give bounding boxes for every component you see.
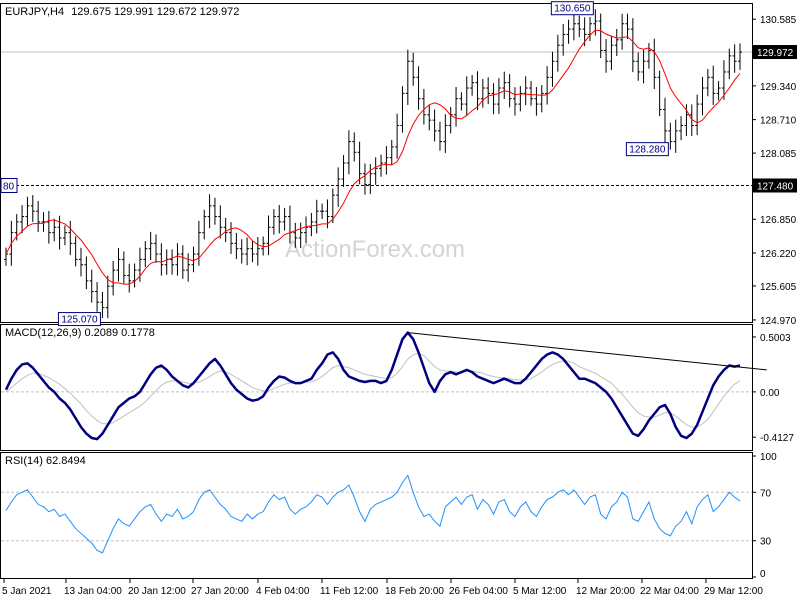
price-ytick-label: 124.970 — [760, 316, 797, 327]
xtick-label: 27 Jan 20:00 — [191, 586, 249, 597]
price-ytick-label: 129.340 — [760, 82, 797, 93]
rsi-ytick-label: 100 — [760, 452, 777, 463]
rsi-plot — [1, 474, 752, 554]
rsi-ytick-label: 0 — [760, 569, 766, 580]
price-ytick-label: 128.710 — [760, 116, 797, 127]
macd-line — [4, 331, 741, 441]
price-label-text: 128.280 — [629, 145, 666, 156]
macd-trendline — [407, 332, 767, 371]
rsi-ytick-label: 30 — [760, 537, 772, 548]
axes: 130.585 129.340 128.710 128.085 126.850 126.2… — [2, 15, 797, 597]
macd-ytick-label: -0.4127 — [760, 433, 794, 444]
level-price-label: 127.480 — [757, 181, 794, 192]
price-plot: 80 130.650 128.280 125.070 — [0, 1, 752, 327]
rsi-line — [5, 474, 741, 554]
xtick-label: 12 Mar 20:00 — [576, 586, 635, 597]
watermark: ActionForex.com — [285, 236, 465, 263]
level-left-box — [0, 177, 18, 193]
price-title: EURJPY,H4 129.675 129.991 129.672 129.97… — [5, 6, 239, 18]
xtick-label: 26 Feb 04:00 — [449, 586, 508, 597]
price-ytick-label: 128.085 — [760, 149, 797, 160]
macd-ytick-label: 0.00 — [760, 388, 780, 399]
rsi-ytick-label: 70 — [760, 488, 772, 499]
price-ytick-label: 126.220 — [760, 249, 797, 260]
current-price-box — [753, 45, 797, 60]
price-label-text: 125.070 — [61, 315, 98, 326]
price-label-box — [57, 312, 101, 327]
macd-title: MACD(12,26,9) 0.2089 0.1778 — [5, 327, 155, 339]
price-ohlc: 129.675 129.991 129.672 129.972 — [71, 6, 239, 18]
price-ytick-label: 126.850 — [760, 215, 797, 226]
macd-plot — [1, 331, 767, 441]
xtick-label: 4 Feb 04:00 — [256, 586, 310, 597]
price-ytick-label: 125.605 — [760, 282, 797, 293]
price-label-text: 130.650 — [554, 4, 591, 15]
xtick-label: 5 Mar 12:00 — [513, 586, 567, 597]
xtick-label: 18 Feb 20:00 — [385, 586, 444, 597]
xtick-label: 5 Jan 2021 — [2, 586, 52, 597]
macd-signal-line — [5, 352, 741, 428]
xtick-label: 29 Mar 12:00 — [704, 586, 763, 597]
macd-panel-frame — [0, 324, 753, 451]
xtick-label: 20 Jan 12:00 — [128, 586, 186, 597]
price-ytick-label: 130.585 — [760, 15, 797, 26]
macd-ytick-label: 0.5003 — [760, 333, 791, 344]
xtick-label: 13 Jan 04:00 — [64, 586, 122, 597]
level-left-label: 80 — [3, 181, 15, 192]
rsi-title: RSI(14) 62.8494 — [5, 455, 86, 467]
price-symbol: EURJPY,H4 — [5, 6, 64, 18]
xtick-label: 11 Feb 12:00 — [320, 586, 379, 597]
price-label-box — [625, 142, 669, 157]
moving-average-line — [5, 29, 741, 285]
price-label-box — [550, 1, 594, 16]
level-price-box — [753, 178, 797, 193]
rsi-panel-frame — [0, 452, 753, 579]
price-panel-frame — [0, 3, 753, 323]
xtick-label: 22 Mar 04:00 — [640, 586, 699, 597]
current-price-label: 129.972 — [757, 48, 794, 59]
